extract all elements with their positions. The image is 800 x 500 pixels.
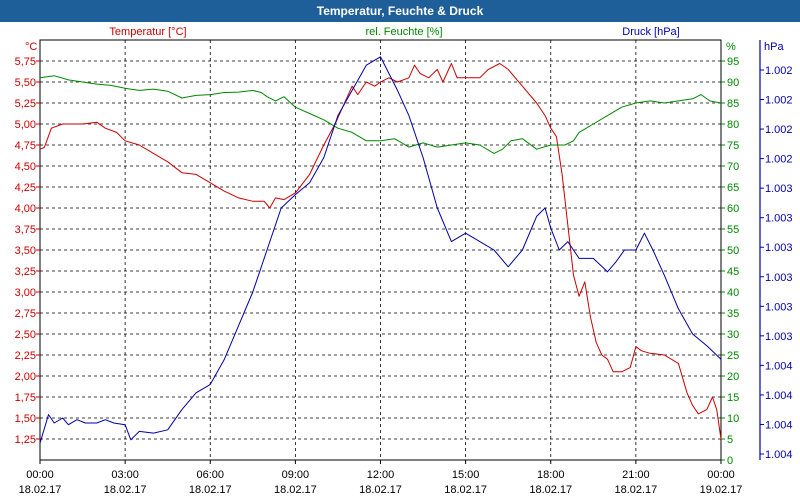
axes (36, 40, 764, 464)
humidity-tick-label: 75 (727, 140, 739, 152)
pressure-axis-title: Druck [hPa] (622, 26, 679, 38)
pressure-tick-label: 1.004 (765, 390, 793, 402)
humidity-tick-label: 60 (727, 203, 739, 215)
pressure-tick-label: 1.003 (765, 242, 793, 254)
temperature-tick-label: 1,75 (15, 392, 36, 404)
temperature-tick-label: 5,50 (15, 77, 36, 89)
temperature-tick-label: 2,75 (15, 308, 36, 320)
humidity-tick-label: 40 (727, 287, 739, 299)
pressure-tick-label: 1.002 (765, 124, 793, 136)
humidity-tick-label: 55 (727, 224, 739, 236)
temperature-tick-label: 4,50 (15, 161, 36, 173)
humidity-tick-label: 15 (727, 392, 739, 404)
humidity-tick-label: 70 (727, 161, 739, 173)
humidity-tick-label: 65 (727, 182, 739, 194)
series-line-pressure (39, 56, 722, 444)
x-tick-label-time: 06:00 (196, 469, 224, 481)
x-tick-label-date: 18.02.17 (189, 484, 232, 496)
humidity-tick-label: 35 (727, 308, 739, 320)
pressure-tick-label: 1.002 (765, 154, 793, 166)
temperature-tick-label: 2,00 (15, 371, 36, 383)
x-tick-label-time: 12:00 (367, 469, 395, 481)
x-tick-label-date: 18.02.17 (274, 484, 317, 496)
x-tick-label-date: 18.02.17 (19, 484, 62, 496)
temperature-tick-label: 3,25 (15, 266, 36, 278)
pressure-tick-label: 1.002 (765, 65, 793, 77)
temperature-tick-label: 3,75 (15, 224, 36, 236)
humidity-unit-label: % (726, 41, 736, 53)
pressure-tick-label: 1.003 (765, 213, 793, 225)
pressure-tick-label: 1.002 (765, 95, 793, 107)
temperature-tick-label: 2,50 (15, 329, 36, 341)
axis-labels: 00:00 18.02.17 03:00 18.02.17 06:00 18.02.17 0… (15, 26, 793, 496)
x-tick-label-time: 09:00 (282, 469, 310, 481)
temperature-tick-label: 4,25 (15, 182, 36, 194)
x-tick-label-time: 15:00 (452, 469, 480, 481)
x-tick-label-date: 18.02.17 (104, 484, 147, 496)
humidity-tick-label: 80 (727, 119, 739, 131)
humidity-tick-label: 90 (727, 77, 739, 89)
pressure-tick-label: 1.003 (765, 301, 793, 313)
x-tick-label-time: 18:00 (537, 469, 565, 481)
pressure-unit-label: hPa (764, 41, 784, 53)
pressure-tick-label: 1.004 (765, 360, 793, 372)
temperature-tick-label: 3,00 (15, 287, 36, 299)
humidity-tick-label: 45 (727, 266, 739, 278)
pressure-tick-label: 1.003 (765, 331, 793, 343)
humidity-tick-label: 85 (727, 98, 739, 110)
chart-title: Temperatur, Feuchte & Druck (0, 0, 800, 22)
temperature-tick-label: 4,75 (15, 140, 36, 152)
temperature-unit-label: °C (25, 41, 37, 53)
humidity-tick-label: 5 (727, 434, 733, 446)
temperature-tick-label: 1,25 (15, 434, 36, 446)
x-tick-label-date: 18.02.17 (444, 484, 487, 496)
x-tick-label-time: 00:00 (26, 469, 54, 481)
temperature-tick-label: 2,25 (15, 350, 36, 362)
pressure-tick-label: 1.004 (765, 419, 793, 431)
x-tick-label-date: 18.02.17 (359, 484, 402, 496)
x-tick-label-date: 18.02.17 (614, 484, 657, 496)
pressure-tick-label: 1.003 (765, 183, 793, 195)
humidity-tick-label: 25 (727, 350, 739, 362)
temperature-tick-label: 4,00 (15, 203, 36, 215)
temperature-tick-label: 5,25 (15, 98, 36, 110)
pressure-tick-label: 1.003 (765, 272, 793, 284)
x-tick-label-time: 21:00 (622, 469, 650, 481)
temperature-tick-label: 3,50 (15, 245, 36, 257)
series-line-humidity (39, 75, 722, 154)
series-line-temperature (39, 63, 722, 440)
temperature-tick-label: 5,75 (15, 56, 36, 68)
humidity-tick-label: 50 (727, 245, 739, 257)
series-layer (39, 56, 722, 444)
humidity-tick-label: 95 (727, 56, 739, 68)
x-tick-label-time: 00:00 (707, 469, 735, 481)
x-tick-label-time: 03:00 (111, 469, 139, 481)
x-tick-label-date: 18.02.17 (529, 484, 572, 496)
humidity-tick-label: 0 (727, 455, 733, 467)
chart-canvas: 00:00 18.02.17 03:00 18.02.17 06:00 18.02.17 0… (15, 26, 793, 496)
x-tick-label-date: 19.02.17 (700, 484, 743, 496)
humidity-axis-title: rel. Feuchte [%] (365, 26, 442, 38)
humidity-tick-label: 30 (727, 329, 739, 341)
temperature-tick-label: 5,00 (15, 119, 36, 131)
humidity-tick-label: 10 (727, 413, 739, 425)
humidity-tick-label: 20 (727, 371, 739, 383)
pressure-tick-label: 1.004 (765, 449, 793, 461)
temperature-axis-title: Temperatur [°C] (109, 26, 186, 38)
grid (39, 39, 722, 461)
temperature-tick-label: 1,50 (15, 413, 36, 425)
